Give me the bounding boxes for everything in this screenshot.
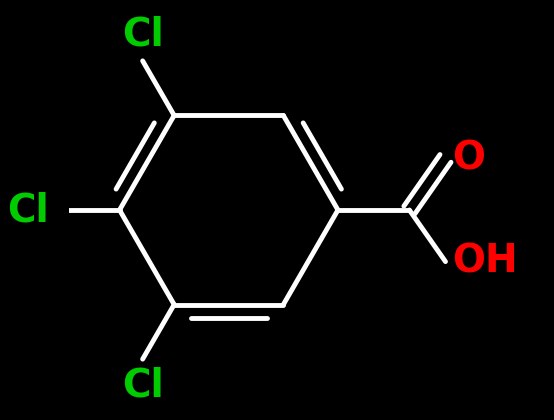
Text: O: O — [452, 139, 485, 177]
Text: Cl: Cl — [7, 191, 49, 229]
Text: Cl: Cl — [122, 367, 163, 405]
Text: Cl: Cl — [122, 15, 163, 53]
Text: OH: OH — [452, 243, 518, 281]
